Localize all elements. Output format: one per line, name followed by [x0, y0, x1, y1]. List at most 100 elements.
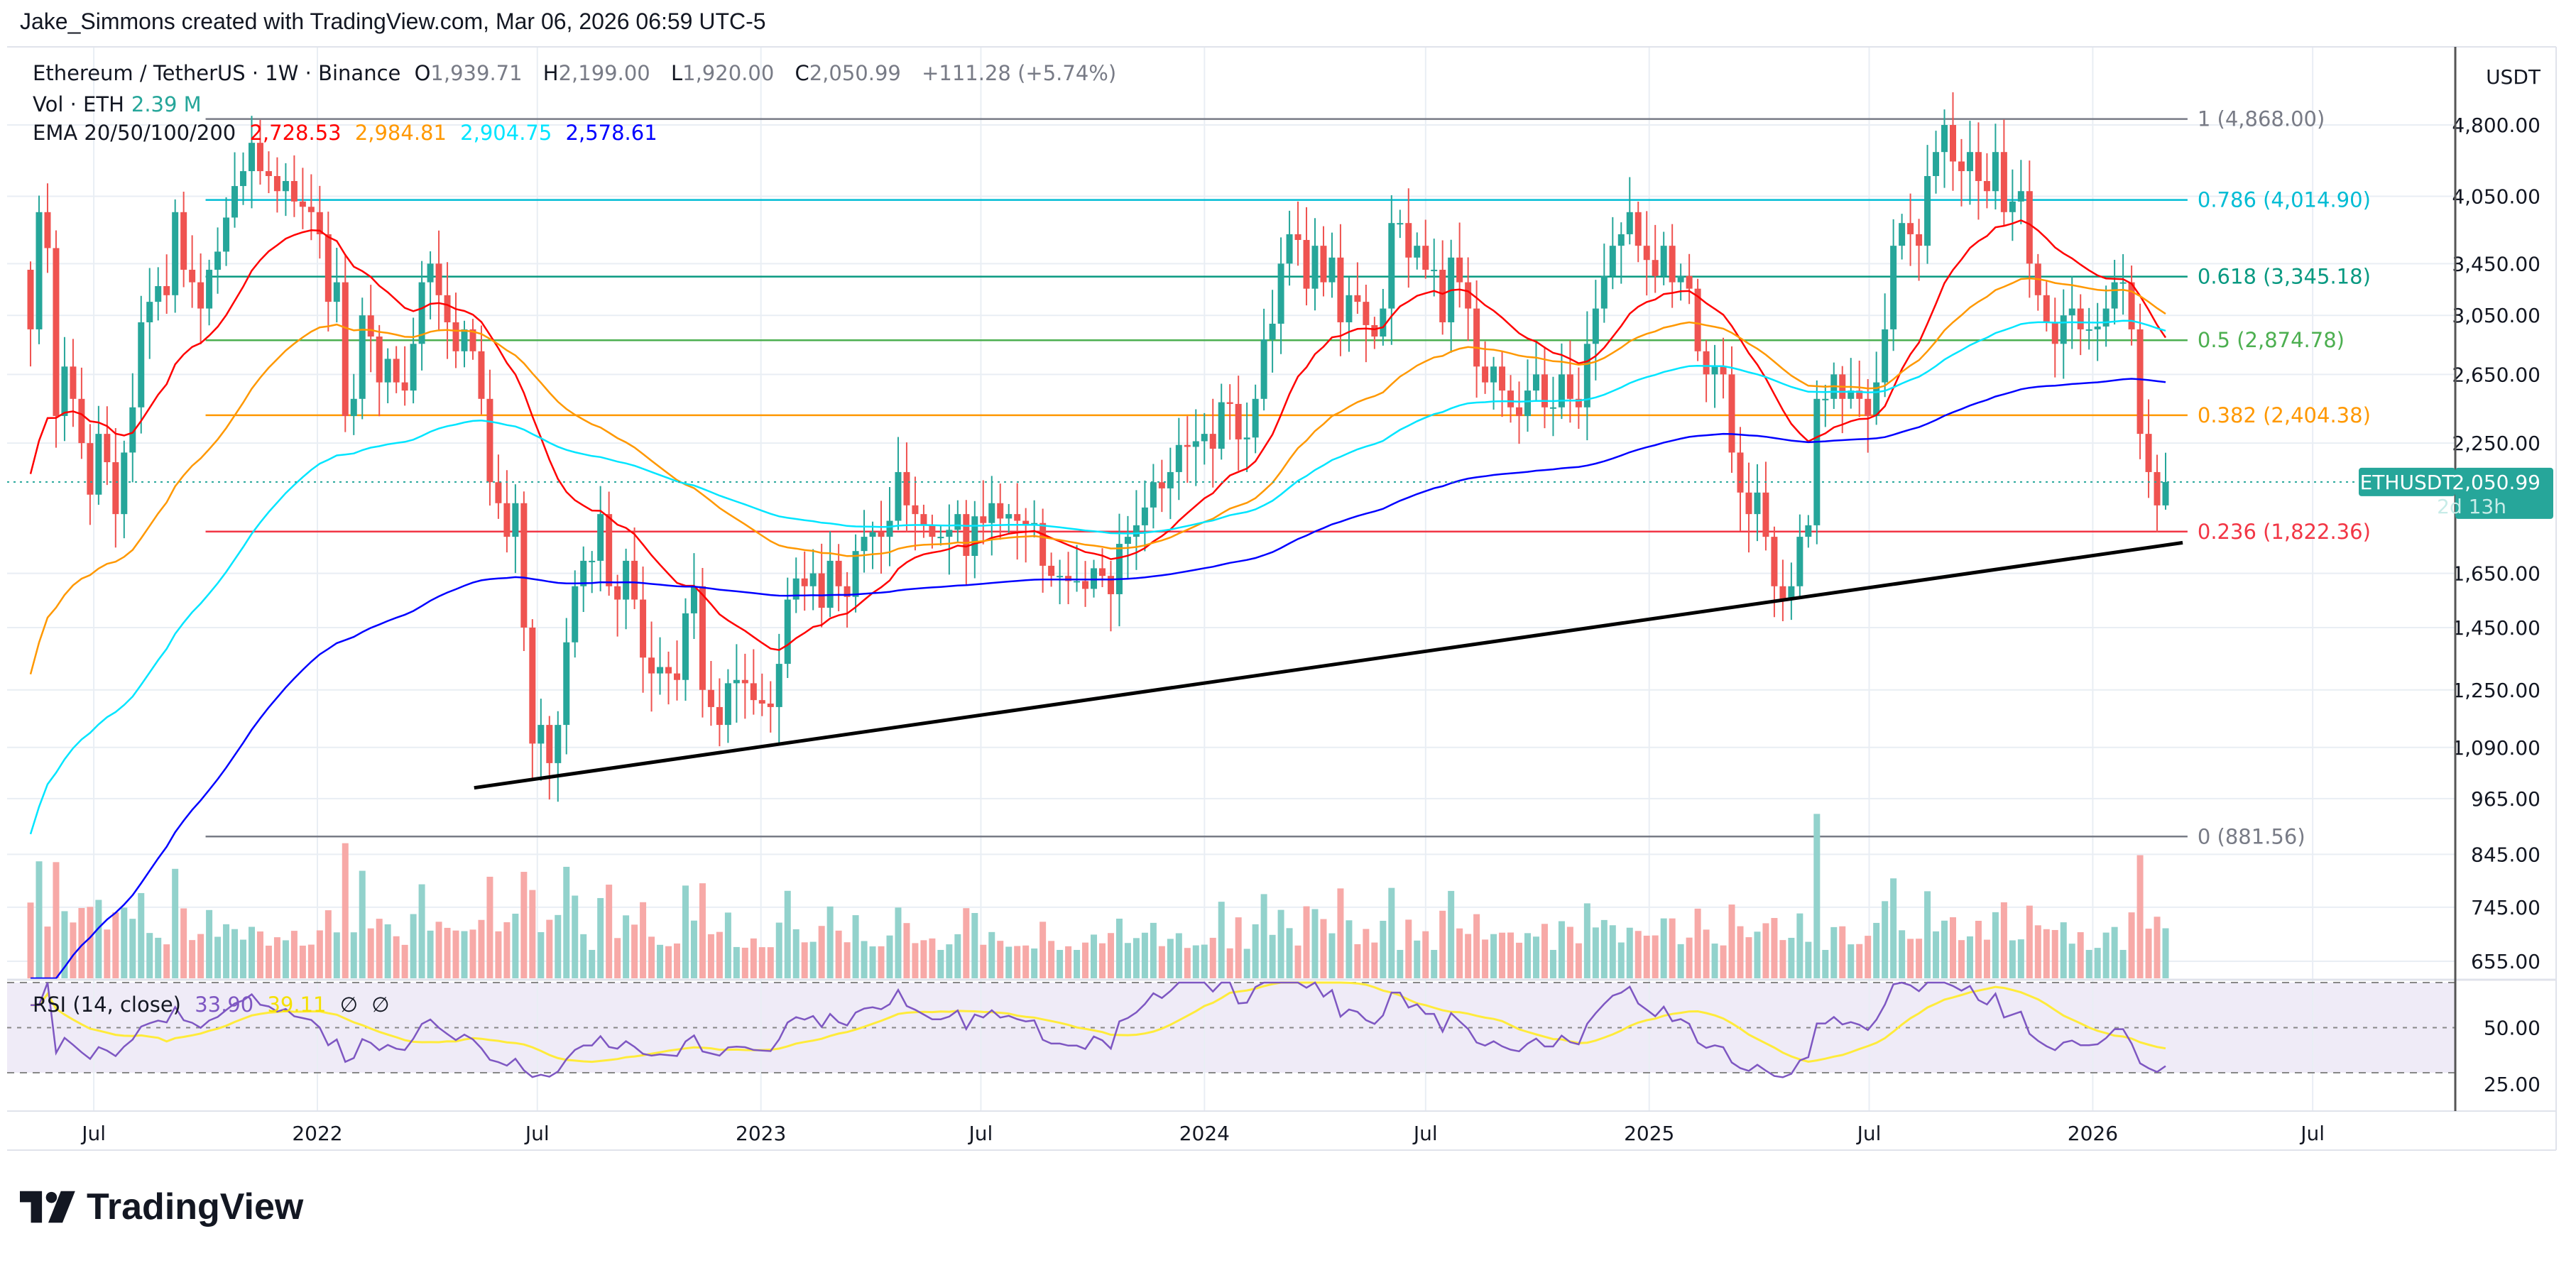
candle-body — [1167, 471, 1174, 488]
volume-bar — [1363, 929, 1370, 978]
candle-body — [826, 560, 834, 608]
volume-bar — [886, 935, 893, 978]
volume-bar — [1252, 924, 1259, 978]
candle-body — [1541, 374, 1548, 408]
volume-bar — [1133, 938, 1140, 978]
volume-bar — [1192, 945, 1199, 978]
symbol-tag — [2359, 467, 2455, 496]
volume-bar — [861, 941, 868, 978]
candle-body — [1380, 308, 1387, 337]
candle-body — [1634, 212, 1642, 246]
volume-bar — [614, 938, 621, 978]
volume-bar — [1711, 944, 1718, 978]
volume-bar — [1277, 909, 1284, 978]
candle-body — [1311, 246, 1319, 289]
price-axis-label: 4,800.00 — [2452, 114, 2540, 137]
volume-bar — [1549, 950, 1556, 978]
candle-body — [1703, 351, 1710, 375]
candle-body — [1277, 263, 1284, 324]
price-axis-label: 965.00 — [2471, 787, 2540, 811]
candle-body — [1099, 568, 1106, 576]
candle-body — [1865, 398, 1872, 416]
volume-bar — [503, 922, 511, 978]
volume-bar — [674, 943, 680, 978]
candle-body — [486, 398, 493, 483]
candle-body — [1600, 275, 1608, 309]
volume-bar — [189, 940, 196, 978]
candle-body — [155, 286, 162, 302]
candle-body — [1813, 398, 1821, 525]
candle-body — [1294, 234, 1301, 240]
candle-body — [172, 212, 179, 295]
symbol-title: Ethereum / TetherUS · 1W · Binance — [33, 61, 401, 85]
volume-bar — [1516, 942, 1523, 978]
volume-bar — [2085, 950, 2092, 978]
candle-body — [1141, 507, 1148, 525]
candle-body — [546, 725, 553, 763]
candle-body — [435, 263, 442, 295]
volume-bar — [1899, 930, 1906, 978]
volume-bar — [895, 907, 902, 978]
volume-bar — [2154, 917, 2161, 978]
candle-body — [1074, 581, 1081, 583]
candle-body — [623, 560, 630, 600]
candle-body — [1388, 223, 1395, 309]
time-axis-label: Jul — [1856, 1122, 1882, 1145]
volume-bar — [1779, 940, 1786, 978]
candle-body — [1711, 366, 1718, 375]
candle-body — [844, 586, 851, 597]
candle-body — [1907, 223, 1914, 234]
candle-body — [282, 180, 289, 192]
candle-body — [1499, 366, 1506, 391]
candle-body — [121, 452, 128, 515]
candle-body — [520, 503, 528, 628]
candle-body — [401, 382, 408, 391]
rsi-pane — [31, 981, 2166, 1078]
volume-bar — [206, 909, 213, 978]
time-axis-label: Jul — [2299, 1122, 2325, 1145]
volume-bar — [299, 945, 306, 978]
candle-body — [223, 217, 230, 252]
volume-bar — [1141, 932, 1148, 978]
candle-body — [1218, 402, 1225, 449]
volume-bar — [249, 926, 255, 978]
volume-bar — [1822, 950, 1829, 978]
candle-body — [273, 175, 280, 192]
volume-bar — [384, 924, 391, 978]
volume-bar — [792, 929, 799, 978]
candle-body — [214, 251, 222, 270]
candle-body — [2094, 326, 2101, 329]
volume-bar — [461, 931, 468, 978]
volume-bar — [657, 944, 664, 978]
candle-body — [606, 514, 613, 586]
candle-body — [61, 366, 68, 416]
candle-body — [1107, 576, 1114, 594]
price-axis-label: 655.00 — [2471, 950, 2540, 973]
volume-bar — [95, 900, 102, 978]
volume-bar — [1660, 918, 1667, 978]
candle-body — [452, 322, 459, 351]
candle-body — [138, 322, 145, 408]
volume-bar — [1907, 939, 1914, 978]
candle-body — [980, 516, 987, 523]
volume-bar — [214, 936, 222, 978]
candle-body — [2060, 315, 2067, 344]
candle-body — [27, 269, 34, 329]
tradingview-logo[interactable]: TradingView — [20, 1186, 303, 1228]
volume-bar — [733, 946, 740, 978]
candle-body — [1916, 234, 1923, 246]
fib-level-label: 0.786 (4,014.90) — [2198, 188, 2371, 212]
volume-bar — [1958, 940, 1965, 978]
candle-body — [690, 586, 697, 613]
candle-body — [555, 725, 562, 763]
volume-bar — [78, 907, 85, 978]
candle-body — [537, 725, 545, 744]
volume-bar — [1150, 922, 1157, 978]
candle-body — [903, 471, 910, 505]
candle-body — [784, 599, 791, 665]
candle-body — [1737, 452, 1744, 493]
volume-bar — [1405, 919, 1412, 978]
volume-bar — [623, 915, 630, 978]
volume-bar — [223, 924, 230, 978]
